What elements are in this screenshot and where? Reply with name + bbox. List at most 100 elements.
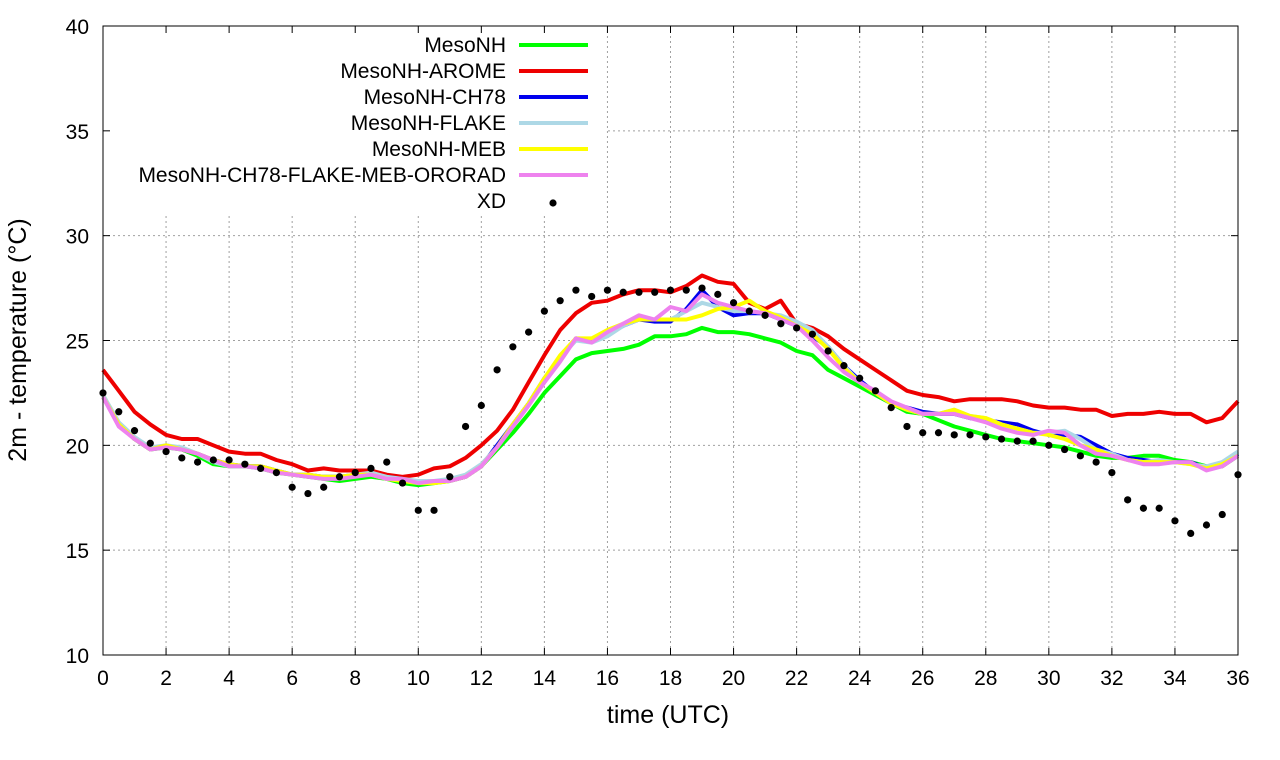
data-point-xd [887, 403, 895, 412]
data-point-xd [178, 454, 186, 462]
data-point-xd [572, 286, 580, 294]
legend-label-mesonh: MesoNH [424, 34, 506, 57]
y-tick-label: 15 [66, 540, 89, 563]
data-point-xd [682, 286, 690, 294]
data-point-xd [288, 483, 296, 491]
data-point-xd [997, 435, 1006, 443]
data-point-xd [335, 473, 344, 481]
legend-label-mesonh-ch78-flake-meb-ororad: MesoNH-CH78-FLAKE-MEB-ORORAD [138, 164, 506, 187]
x-tick-label: 36 [1226, 667, 1249, 690]
data-point-xd [446, 473, 454, 481]
x-tick-label: 28 [974, 667, 997, 690]
data-point-xd [115, 408, 123, 416]
legend-swatch-xd [549, 199, 557, 207]
legend-label-xd: XD [477, 190, 506, 213]
data-point-xd [1108, 468, 1116, 477]
data-point-xd [477, 401, 485, 410]
data-point-xd [666, 286, 675, 294]
data-point-xd [272, 468, 281, 477]
data-point-xd [777, 320, 785, 328]
data-point-xd [146, 439, 154, 447]
data-point-xd [934, 429, 943, 437]
series-xd [99, 284, 1242, 537]
x-tick-label: 24 [848, 667, 872, 690]
data-point-xd [729, 299, 738, 307]
x-tick-label: 26 [911, 667, 934, 690]
data-point-xd [808, 330, 816, 338]
data-point-xd [225, 456, 233, 464]
x-tick-label: 10 [407, 667, 430, 690]
data-point-xd [1139, 504, 1148, 512]
data-point-xd [745, 307, 753, 315]
y-tick-label: 20 [66, 435, 89, 458]
data-point-xd [1092, 458, 1100, 466]
x-tick-label: 22 [785, 667, 808, 690]
x-tick-label: 4 [223, 667, 235, 690]
data-point-xd [603, 286, 612, 294]
data-point-xd [982, 433, 990, 441]
data-point-xd [257, 464, 265, 472]
data-point-xd [840, 362, 848, 370]
legend-label-mesonh-ch78: MesoNH-CH78 [364, 86, 506, 109]
series-lines [99, 273, 1242, 537]
data-point-xd [871, 387, 880, 395]
y-tick-label: 40 [66, 16, 89, 39]
data-point-xd [540, 307, 548, 315]
y-tick-label: 35 [66, 121, 89, 144]
data-point-xd [304, 489, 312, 498]
legend-label-mesonh-flake: MesoNH-FLAKE [351, 112, 506, 135]
x-tick-label: 12 [470, 667, 493, 690]
data-point-xd [130, 427, 139, 435]
data-point-xd [793, 324, 801, 332]
data-point-xd [398, 479, 407, 487]
y-axis-title: 2m - temperature (°C) [4, 218, 32, 461]
x-tick-label: 2 [160, 667, 172, 690]
x-tick-label: 6 [286, 667, 298, 690]
data-point-xd [698, 284, 706, 292]
data-point-xd [493, 366, 501, 374]
y-tick-label: 30 [66, 226, 89, 249]
data-point-xd [950, 431, 958, 439]
data-point-xd [162, 448, 170, 456]
data-point-xd [320, 483, 328, 491]
data-point-xd [525, 328, 533, 336]
data-point-xd [635, 288, 643, 296]
legend-label-mesonh-arome: MesoNH-AROME [340, 60, 506, 83]
data-point-xd [761, 311, 769, 319]
data-point-xd [651, 288, 659, 296]
x-tick-label: 32 [1100, 667, 1123, 690]
y-tick-label: 10 [66, 645, 89, 668]
data-point-xd [714, 290, 722, 298]
data-point-xd [209, 456, 217, 464]
data-point-xd [966, 431, 974, 439]
legend: MesoNH MesoNH-AROME MesoNH-CH78 MesoNH-FLAK… [138, 34, 588, 213]
grid-lines [86, 26, 1238, 655]
y-tick-label: 25 [66, 331, 89, 354]
x-tick-label: 30 [1037, 667, 1060, 690]
data-point-xd [414, 506, 422, 514]
data-point-xd [367, 464, 375, 472]
x-tick-label: 16 [596, 667, 619, 690]
data-point-xd [1045, 441, 1053, 449]
x-tick-label: 8 [349, 667, 361, 690]
data-point-xd [556, 297, 564, 305]
data-point-xd [509, 343, 517, 351]
data-point-xd [824, 347, 832, 355]
data-point-xd [193, 458, 202, 466]
data-point-xd [1076, 452, 1084, 460]
data-point-xd [383, 458, 391, 466]
x-axis-title: time (UTC) [607, 701, 729, 729]
data-point-xd [903, 422, 911, 431]
data-point-xd [461, 422, 470, 431]
x-tick-label: 34 [1163, 667, 1187, 690]
x-tick-label: 0 [97, 667, 109, 690]
x-tick-label: 20 [722, 667, 745, 690]
data-point-xd [1202, 521, 1211, 529]
data-point-xd [430, 506, 438, 514]
data-point-xd [1029, 437, 1037, 445]
axis-ticks: 0 2 4 6 8 10 12 14 16 18 20 22 24 26 28 30 32 34 361015202… [66, 16, 1250, 690]
data-point-xd [619, 288, 627, 296]
data-point-xd [1124, 496, 1132, 504]
data-point-xd [1013, 437, 1021, 445]
